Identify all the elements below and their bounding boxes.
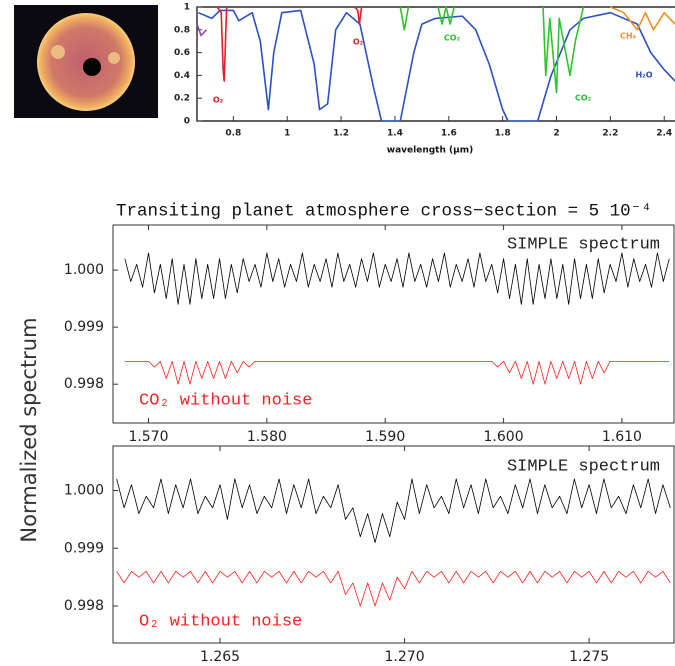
plot-area: [197, 6, 675, 122]
x-tick-label: 1.265: [200, 649, 240, 665]
spectrum-line: [216, 6, 363, 82]
x-tick-label: 2: [553, 129, 559, 139]
x-tick-label: 1.590: [365, 429, 405, 445]
star-spot: [51, 45, 65, 59]
spectrum-line: [124, 252, 670, 305]
y-tick-label: 0.999: [64, 319, 104, 335]
spectrum-line: [124, 360, 670, 385]
y-tick-label: 0.998: [64, 598, 104, 614]
y-tick-label: 1: [184, 3, 190, 13]
x-tick-label: 1: [284, 129, 290, 139]
x-tick-label: 1.8: [495, 129, 511, 139]
spectrum-line: [197, 23, 208, 37]
y-tick-label: 0.999: [64, 540, 104, 556]
planet-shadow: [83, 58, 101, 76]
spectrum-line: [399, 6, 585, 94]
annotation: SIMPLE spectrum: [507, 457, 660, 476]
y-tick-label: 0.4: [174, 71, 190, 81]
spectrum-line: [116, 478, 671, 543]
annotation: SIMPLE spectrum: [507, 235, 660, 254]
annotation: H₂O: [636, 71, 653, 80]
x-tick-label: 1.580: [247, 429, 287, 445]
x-tick-label: 1.6: [441, 129, 457, 139]
x-tick-label: 1.570: [128, 429, 168, 445]
plot-frame: [112, 224, 675, 424]
y-tick-label: 1.000: [64, 482, 104, 498]
x-axis-label: wavelength (μm): [387, 146, 473, 156]
x-tick-label: 1.610: [602, 429, 642, 445]
y-tick-label: 0: [184, 117, 190, 127]
plot-frame: [112, 445, 675, 644]
annotation: CH₄: [620, 32, 637, 41]
y-tick-label: 1.000: [64, 262, 104, 278]
annotation: CO₂: [444, 34, 461, 43]
annotation: CO₂: [575, 94, 592, 103]
plot-area: [116, 478, 671, 607]
annotation: O₂: [213, 96, 224, 105]
spectrum-line: [198, 9, 675, 122]
annotation: O₂ without noise: [139, 612, 302, 631]
x-tick-label: 0.8: [225, 129, 241, 139]
y-tick-label: 0.8: [174, 25, 190, 35]
x-tick-label: 1.4: [387, 129, 403, 139]
x-tick-label: 2.4: [656, 129, 672, 139]
x-tick-label: 1.600: [484, 429, 524, 445]
spectrum-line: [116, 570, 671, 607]
x-tick-label: 1.2: [333, 129, 349, 139]
y-tick-label: 0.6: [174, 48, 190, 58]
annotation: O₂: [353, 38, 364, 47]
y-tick-label: 0.998: [64, 376, 104, 392]
x-tick-label: 1.270: [385, 649, 425, 665]
spectrum-line: [610, 6, 675, 31]
plot-frame: [196, 6, 675, 122]
chart-title: Transiting planet atmosphere cross−secti…: [116, 202, 652, 222]
y-tick-label: 0.2: [174, 94, 190, 104]
annotation: CO₂ without noise: [139, 391, 312, 410]
x-tick-label: 2.2: [602, 129, 618, 139]
star-spot: [108, 52, 120, 64]
plot-area: [124, 252, 670, 385]
y-axis-label: Normalized spectrum: [17, 317, 41, 542]
x-tick-label: 1.275: [569, 649, 609, 665]
